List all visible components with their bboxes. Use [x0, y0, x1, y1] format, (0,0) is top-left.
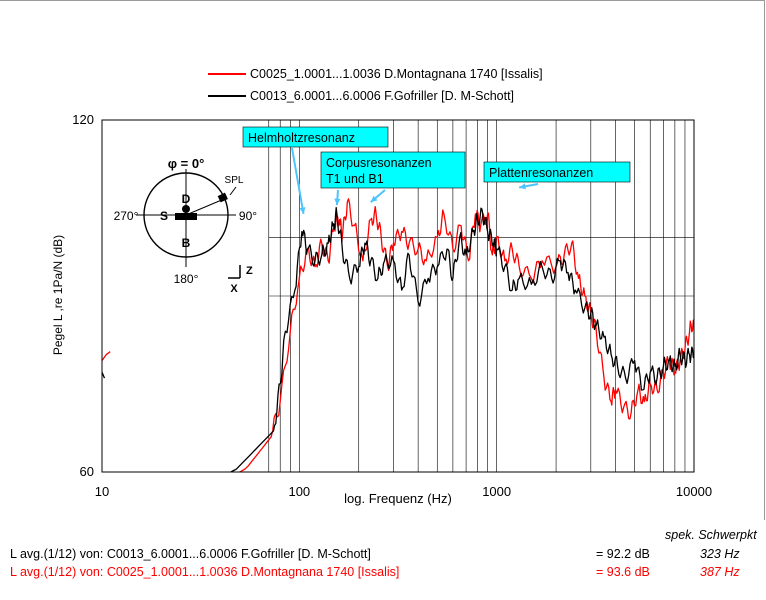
y-axis-label: Pegel L ,re 1Pa/N (dB)	[51, 235, 65, 355]
footer-row-db: = 93.6 dB	[596, 565, 650, 579]
inset-z-label: Z	[246, 265, 253, 277]
y-tick-label: 120	[72, 112, 94, 127]
series-line	[230, 206, 695, 473]
footer-row-gofriller: L avg.(1/12) von: C0013_6.0001...6.0006 …	[0, 547, 766, 563]
x-tick-label: 1000	[482, 484, 511, 499]
annotation-text: T1 und B1	[326, 172, 384, 186]
x-tick-label: 10000	[676, 484, 712, 499]
legend-entry: C0025_1.0001...1.0036 D.Montagnana 1740 …	[250, 67, 543, 81]
plot-frame	[101, 119, 695, 473]
inset-radius	[185, 198, 225, 216]
inset-spl-pointer	[229, 186, 237, 196]
annotation-arrowhead	[299, 207, 306, 214]
inset-instrument-head	[182, 205, 190, 213]
inset-letter-d: D	[182, 192, 191, 206]
inset-phi-label: φ = 0°	[168, 156, 205, 171]
footer-header: spek. Schwerpkt	[0, 528, 766, 544]
annotation-helmholtz: Helmholtzresonanz	[242, 126, 389, 148]
grid-layer	[268, 120, 694, 472]
inset-microphone	[217, 192, 228, 203]
footer-row-hz: 323 Hz	[700, 547, 740, 561]
schwerpkt-header: spek. Schwerpkt	[665, 528, 757, 542]
inset-angle-270: 270°	[114, 209, 139, 223]
frame-top-border	[0, 0, 765, 1]
axes-layer: 10 100 1000 10000 60 120	[72, 112, 712, 499]
annotation-arrowhead	[519, 183, 526, 190]
chart-svg: 10 100 1000 10000 60 120 C0025_1.0001...1.003…	[51, 67, 712, 506]
inset-angle-180: 180°	[174, 272, 199, 286]
x-axis-label: log. Frequenz (Hz)	[344, 491, 452, 506]
footer-row-hz: 387 Hz	[700, 565, 740, 579]
inset-x-label: X	[230, 283, 238, 295]
annotation-text: Plattenresonanzen	[489, 166, 593, 180]
annotation-text: Helmholtzresonanz	[248, 131, 355, 145]
annotation-box	[242, 126, 389, 148]
annotation-text: Corpusresonanzen	[326, 156, 432, 170]
footer-row-db: = 92.2 dB	[596, 547, 650, 561]
inset-instrument	[175, 213, 197, 220]
x-tick-label: 10	[95, 484, 109, 499]
legend-entry: C0013_6.0001...6.0006 F.Gofriller [D. M-…	[250, 89, 514, 103]
x-tick-label: 100	[288, 484, 310, 499]
annotations: Helmholtzresonanz Corpusresonanzen T1 und …	[242, 126, 631, 215]
annotation-arrow	[291, 147, 305, 215]
inset-spl-label: SPL	[225, 175, 244, 186]
inset-diagram: φ = 0° 270° 90° 180° DSB SPL ZX	[114, 156, 258, 295]
footer-row-label: L avg.(1/12) von: C0013_6.0001...6.0006 …	[10, 547, 371, 561]
annotation-platten: Plattenresonanzen	[483, 161, 631, 183]
annotation-corpus: Corpusresonanzen T1 und B1	[320, 151, 466, 189]
legend: C0025_1.0001...1.0036 D.Montagnana 1740 …	[208, 67, 543, 103]
series-line	[101, 351, 111, 361]
footer-row-montagnana: L avg.(1/12) von: C0025_1.0001...1.0036 …	[0, 565, 766, 581]
inset-letter-b: B	[182, 236, 191, 250]
annotation-box	[483, 161, 631, 183]
inset-letter-s: S	[160, 209, 168, 223]
footer-row-label: L avg.(1/12) von: C0025_1.0001...1.0036 …	[10, 565, 400, 579]
annotation-arrowhead	[334, 198, 341, 206]
annotation-arrowhead	[370, 195, 378, 203]
annotation-box	[320, 151, 466, 189]
inset-angle-90: 90°	[239, 209, 257, 223]
frame-right-border	[764, 0, 765, 520]
y-tick-label: 60	[80, 464, 94, 479]
